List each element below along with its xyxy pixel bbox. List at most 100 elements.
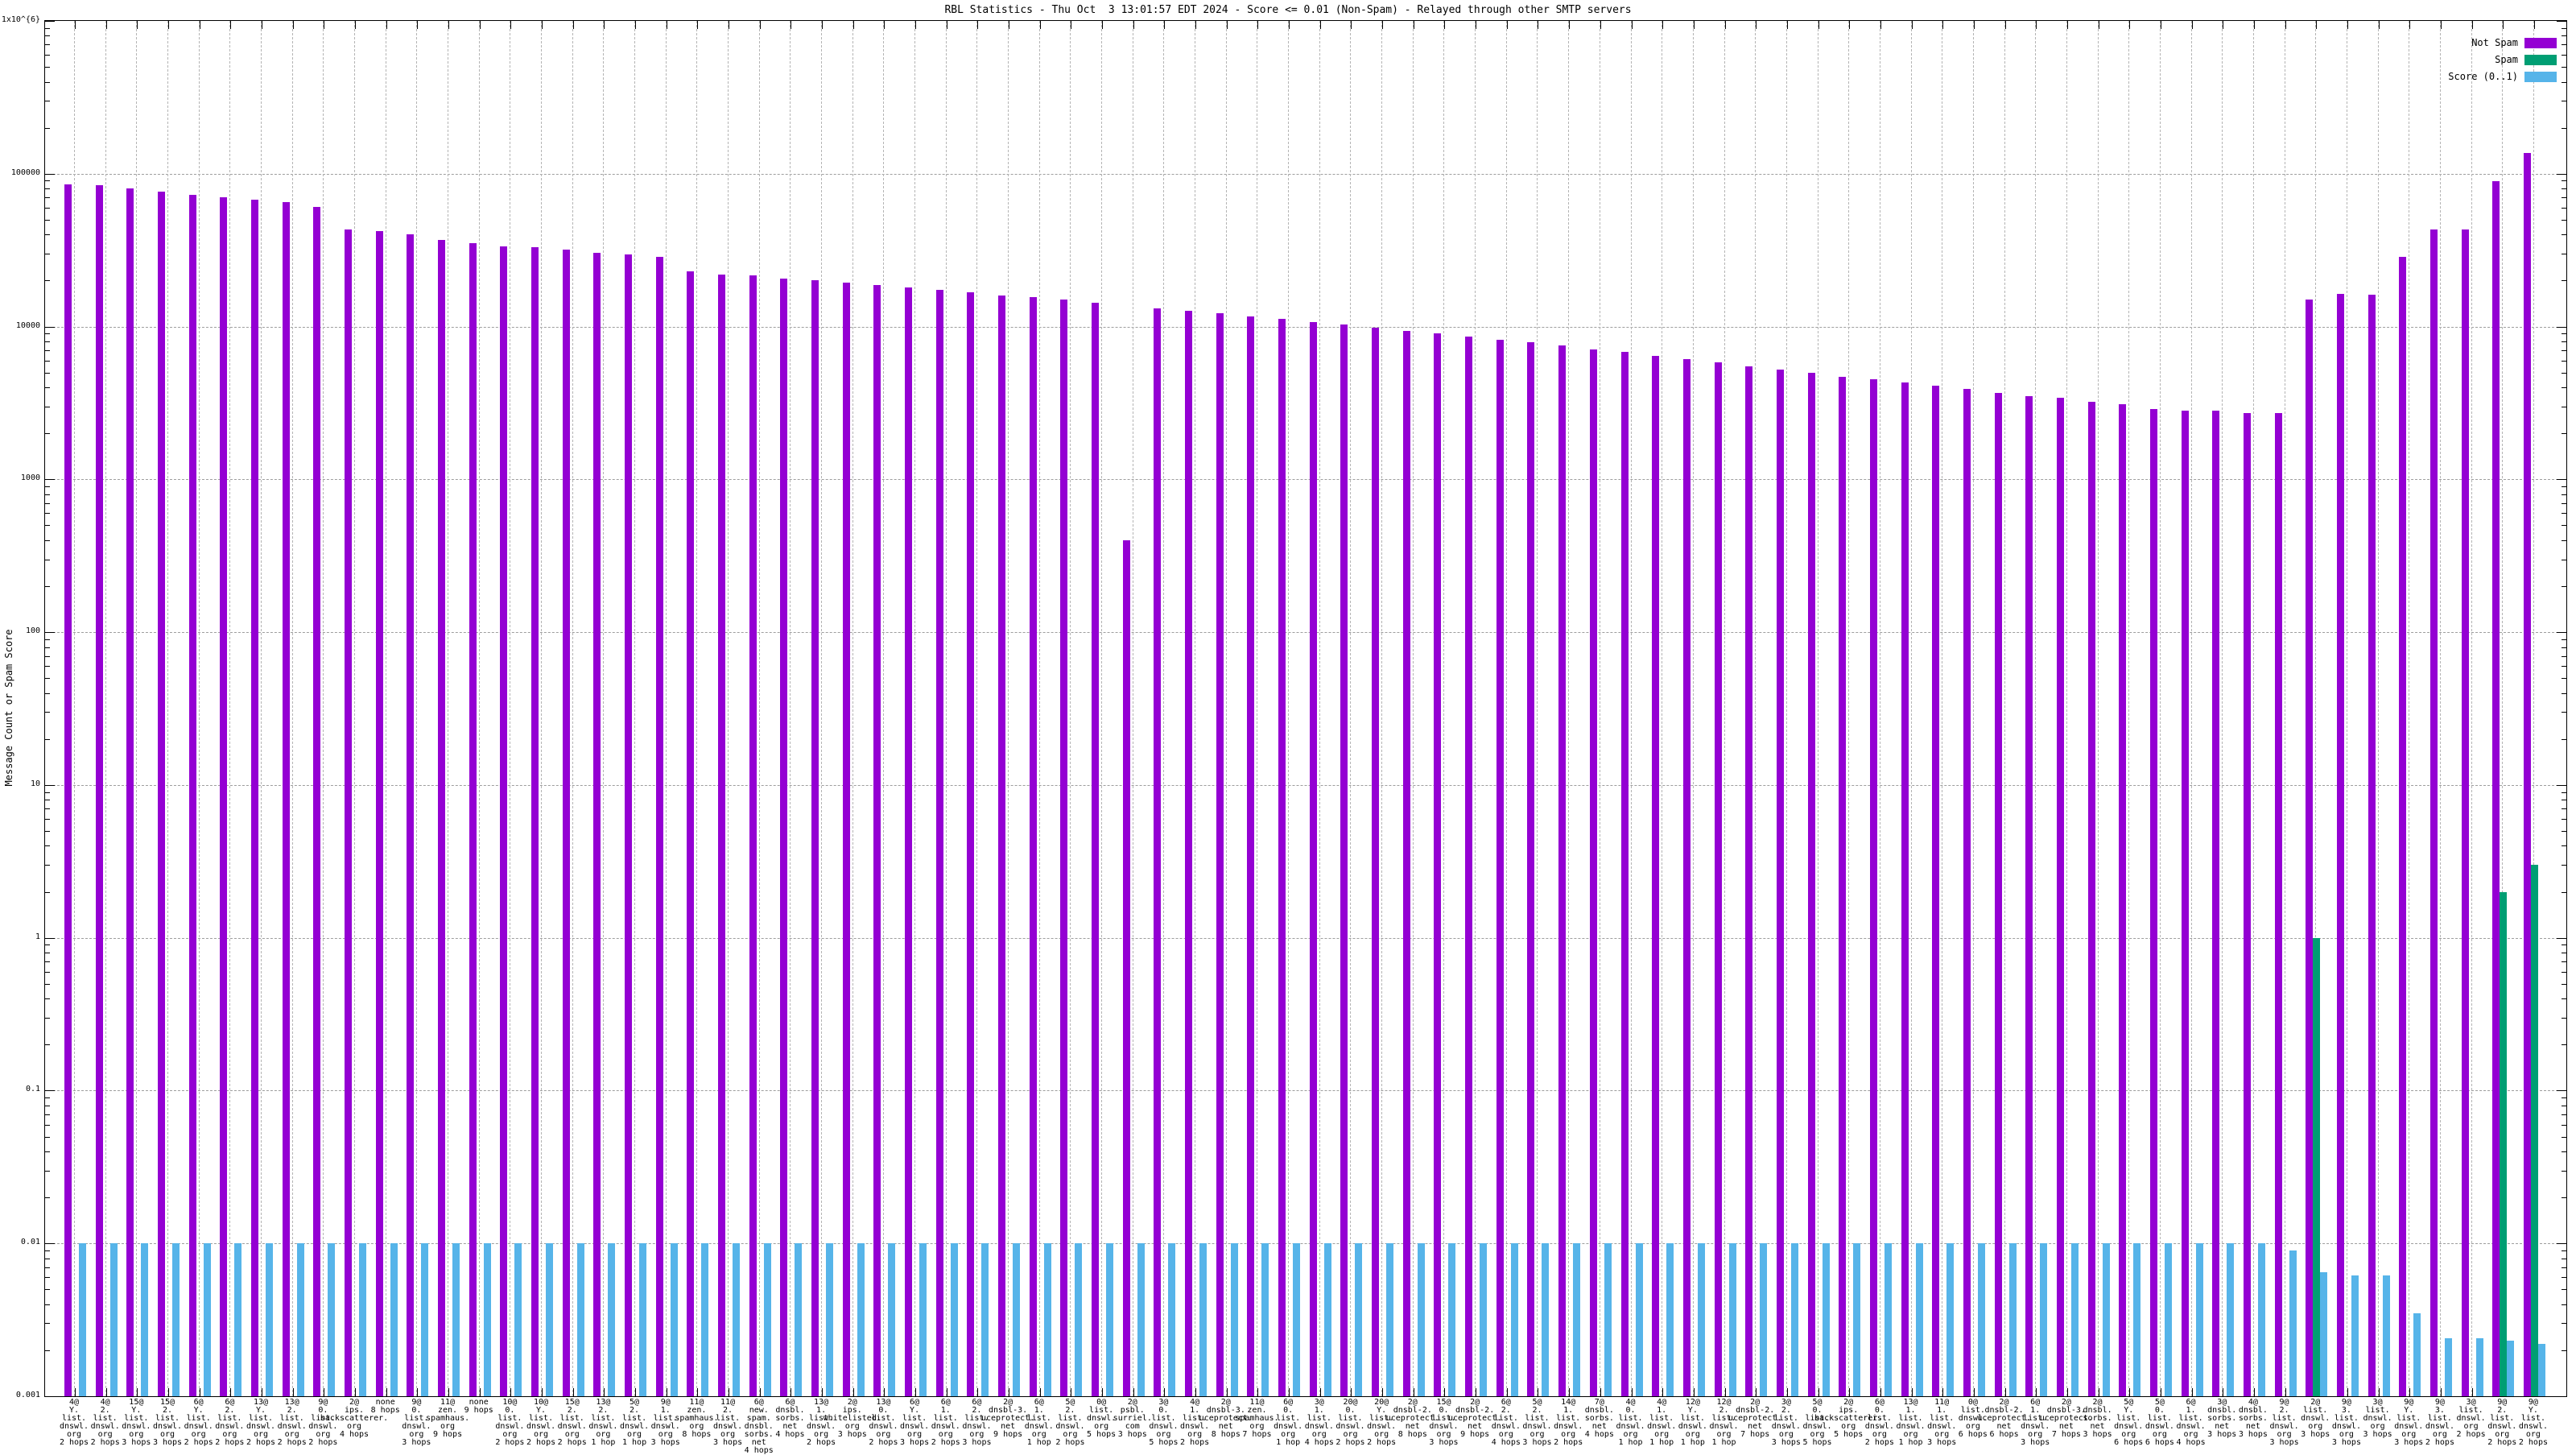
y-axis-minor-tick: [45, 585, 50, 587]
y-axis-minor-tick: [2562, 127, 2566, 129]
x-axis-tick: [105, 1388, 107, 1396]
x-axis-group-label: 11@ zen. spamhaus. org 7 hops: [1235, 1398, 1279, 1439]
x-axis-group-label: 10@ Y. list. dnswl. org 2 hops: [526, 1398, 556, 1447]
score-bar: [919, 1243, 927, 1396]
not-spam-bar: [95, 185, 103, 1396]
y-axis-minor-tick: [2562, 1044, 2566, 1046]
y-axis-minor-tick: [2562, 983, 2566, 985]
score-bar: [1355, 1243, 1363, 1396]
x-axis-tick: [1133, 21, 1134, 29]
y-axis-minor-tick: [45, 639, 50, 640]
x-axis-tick: [1257, 21, 1259, 29]
x-axis-group-label: 11@ zen. spamhaus. org 9 hops: [425, 1398, 470, 1439]
y-axis-major-tick: [45, 479, 55, 481]
x-axis-group-label: 9@ Y. list. dnswl. org 3 hops: [2394, 1398, 2424, 1447]
score-bar: [2195, 1243, 2203, 1396]
x-axis-tick: [1039, 21, 1041, 29]
not-spam-bar: [1932, 386, 1940, 1396]
x-axis-tick: [448, 1388, 450, 1396]
x-axis-tick: [1569, 21, 1571, 29]
y-axis-minor-tick: [2562, 494, 2566, 495]
not-spam-bar: [749, 275, 757, 1396]
not-spam-bar: [220, 197, 228, 1396]
y-axis-minor-tick: [2562, 666, 2566, 668]
not-spam-bar: [1309, 321, 1317, 1396]
x-axis-tick: [759, 1388, 761, 1396]
y-axis-minor-tick: [2562, 865, 2566, 866]
x-axis-tick: [1973, 21, 1975, 29]
x-axis-tick: [1911, 1388, 1913, 1396]
legend-label: Score (0..1): [2448, 71, 2518, 82]
x-axis-tick: [1164, 1388, 1166, 1396]
not-spam-bar: [905, 287, 913, 1396]
y-axis-minor-tick: [45, 360, 50, 362]
x-axis-tick: [1693, 21, 1695, 29]
y-axis-minor-tick: [45, 44, 50, 46]
v-gridline: [291, 21, 293, 1396]
not-spam-bar: [1216, 313, 1224, 1396]
y-axis-minor-tick: [45, 188, 50, 190]
x-axis-tick: [852, 21, 854, 29]
x-axis-tick: [137, 1388, 138, 1396]
v-gridline: [1785, 21, 1787, 1396]
y-axis-minor-tick: [2562, 44, 2566, 46]
v-gridline: [665, 21, 667, 1396]
y-axis-minor-tick: [2562, 349, 2566, 351]
score-bar: [1977, 1243, 1985, 1396]
score-bar: [79, 1243, 86, 1396]
x-axis-tick: [1693, 1388, 1695, 1396]
x-axis-tick: [2409, 1388, 2411, 1396]
y-axis-minor-tick: [2562, 585, 2566, 587]
score-bar: [1293, 1243, 1301, 1396]
y-axis-minor-tick: [45, 35, 50, 37]
x-axis-group-label: 7@ dnsbl. sorbs. net 4 hops: [1584, 1398, 1614, 1439]
x-axis-tick: [2004, 21, 2006, 29]
v-gridline: [1225, 21, 1227, 1396]
x-axis-tick: [355, 1388, 357, 1396]
x-axis-group-label: 9@ 0. list. dnswl. org 2 hops: [308, 1398, 338, 1447]
y-axis-minor-tick: [45, 341, 50, 342]
score-bar: [141, 1243, 149, 1396]
y-axis-major-tick: [45, 937, 55, 939]
x-axis-tick: [1226, 1388, 1228, 1396]
not-spam-bar: [1807, 372, 1815, 1396]
score-bar: [795, 1243, 803, 1396]
x-axis-tick: [1880, 21, 1881, 29]
y-axis-minor-tick: [45, 1304, 50, 1305]
v-gridline: [914, 21, 916, 1396]
y-axis-minor-tick: [45, 234, 50, 236]
x-axis-tick: [479, 21, 481, 29]
y-axis-minor-tick: [45, 712, 50, 713]
x-axis-tick: [1102, 1388, 1104, 1396]
not-spam-bar: [469, 243, 477, 1396]
x-axis-group-label: 13@ 2. list. dnswl. org 1 hop: [588, 1398, 618, 1447]
x-axis-group-label: 6@ Y. list. dnswl. org 2 hops: [184, 1398, 213, 1447]
y-axis-minor-tick: [45, 180, 50, 182]
x-axis-group-label: 6@ 1. list. dnswl. org 4 hops: [2176, 1398, 2206, 1447]
not-spam-bar: [998, 295, 1006, 1396]
y-axis-minor-tick: [45, 818, 50, 820]
v-gridline: [1443, 21, 1445, 1396]
y-axis-major-tick: [2557, 632, 2566, 634]
y-axis-minor-tick: [45, 539, 50, 541]
not-spam-bar: [1122, 539, 1130, 1396]
not-spam-bar: [64, 184, 72, 1396]
x-axis-tick: [2191, 1388, 2193, 1396]
x-axis-tick: [697, 21, 699, 29]
score-bar: [1510, 1243, 1518, 1396]
x-axis-group-label: 4@ 2. list. dnswl. org 2 hops: [90, 1398, 120, 1447]
x-axis-tick: [386, 1388, 387, 1396]
x-axis-group-label: 2@ dnsbl-3. uceprotect. net 7 hops: [2039, 1398, 2093, 1439]
y-axis-minor-tick: [2562, 234, 2566, 236]
v-gridline: [2533, 21, 2534, 1396]
x-axis-group-label: 6@ Y. list. dnswl. org 3 hops: [900, 1398, 930, 1447]
y-axis-major-tick: [2557, 21, 2566, 22]
y-axis-minor-tick: [2562, 1136, 2566, 1138]
v-gridline: [167, 21, 168, 1396]
x-axis-group-label: 2@ dnsbl-2. uceprotect. net 7 hops: [1728, 1398, 1782, 1439]
x-axis-group-label: 4@ dnsbl. sorbs. net 3 hops: [2238, 1398, 2268, 1439]
x-axis-group-label: 5@ 2. list. dnswl. org 3 hops: [1522, 1398, 1552, 1447]
x-axis-tick: [1942, 1388, 1944, 1396]
not-spam-bar: [655, 257, 663, 1396]
not-spam-bar: [1247, 316, 1255, 1396]
